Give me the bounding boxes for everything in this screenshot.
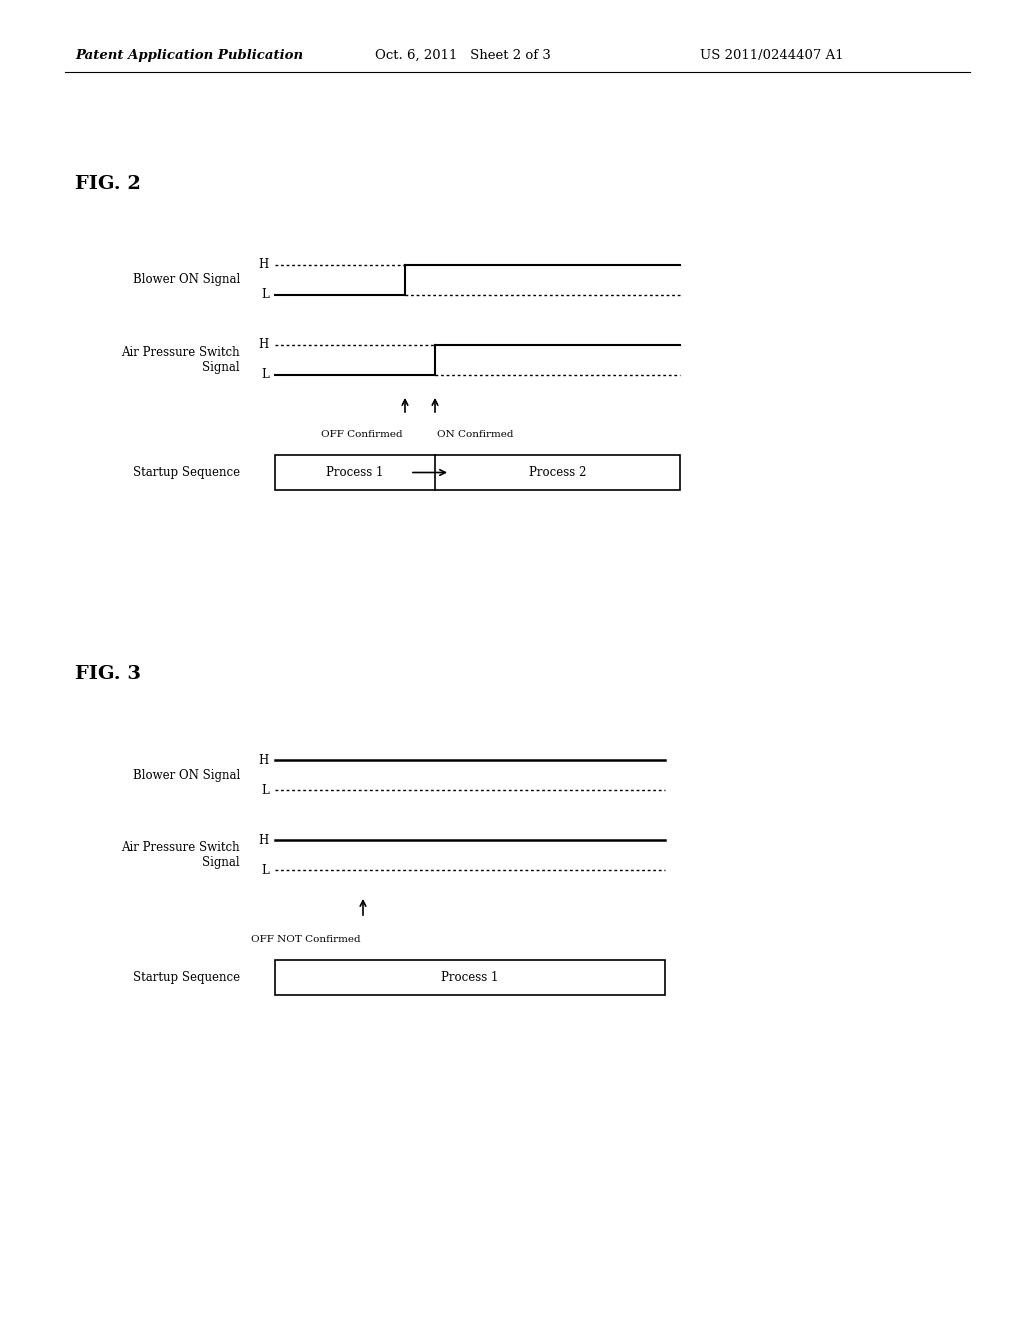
Text: FIG. 2: FIG. 2 bbox=[75, 176, 141, 193]
Text: L: L bbox=[261, 368, 269, 381]
Text: H: H bbox=[259, 754, 269, 767]
Text: Blower ON Signal: Blower ON Signal bbox=[133, 273, 240, 286]
Text: Air Pressure Switch
Signal: Air Pressure Switch Signal bbox=[122, 841, 240, 869]
Text: L: L bbox=[261, 863, 269, 876]
Text: OFF Confirmed: OFF Confirmed bbox=[322, 430, 403, 440]
Bar bbox=[275, 960, 665, 995]
Text: Patent Application Publication: Patent Application Publication bbox=[75, 49, 303, 62]
Text: FIG. 3: FIG. 3 bbox=[75, 665, 141, 682]
Text: Startup Sequence: Startup Sequence bbox=[133, 972, 240, 983]
Text: H: H bbox=[259, 259, 269, 272]
Text: H: H bbox=[259, 833, 269, 846]
Text: H: H bbox=[259, 338, 269, 351]
Text: OFF NOT Confirmed: OFF NOT Confirmed bbox=[251, 935, 361, 944]
Text: L: L bbox=[261, 784, 269, 796]
Text: Process 1: Process 1 bbox=[441, 972, 499, 983]
Text: Air Pressure Switch
Signal: Air Pressure Switch Signal bbox=[122, 346, 240, 374]
Text: ON Confirmed: ON Confirmed bbox=[437, 430, 513, 440]
Text: Blower ON Signal: Blower ON Signal bbox=[133, 768, 240, 781]
Text: Process 2: Process 2 bbox=[528, 466, 586, 479]
Text: Startup Sequence: Startup Sequence bbox=[133, 466, 240, 479]
Text: US 2011/0244407 A1: US 2011/0244407 A1 bbox=[700, 49, 844, 62]
Text: Oct. 6, 2011   Sheet 2 of 3: Oct. 6, 2011 Sheet 2 of 3 bbox=[375, 49, 551, 62]
Bar bbox=[275, 455, 680, 490]
Text: L: L bbox=[261, 289, 269, 301]
Text: Process 1: Process 1 bbox=[327, 466, 384, 479]
